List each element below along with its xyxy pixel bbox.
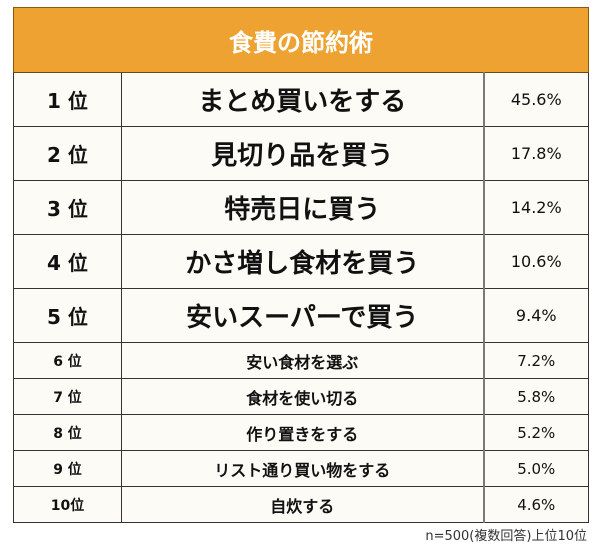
rank-label: 7 位 [13, 378, 122, 415]
item-label: 自炊する [121, 486, 484, 523]
rank-label: 5 位 [13, 288, 122, 343]
rank-label: 8 位 [13, 414, 122, 451]
rank-label: 1 位 [13, 72, 122, 127]
table-header-row: 食費の節約術 [12, 7, 590, 73]
rank-label: 6 位 [13, 342, 122, 379]
percent-value: 5.8% [482, 378, 590, 415]
item-label: 特売日に買う [121, 180, 484, 235]
ranking-table-container: 食費の節約術 1 位 まとめ買いをする 45.6% 2 位 見切り品を買う 17… [12, 7, 590, 523]
table-row: 10位 自炊する 4.6% [13, 486, 590, 523]
percent-value: 45.6% [482, 72, 590, 127]
rank-label: 10位 [13, 486, 122, 523]
item-label: まとめ買いをする [121, 72, 484, 127]
table-title: 食費の節約術 [12, 7, 590, 73]
footnote: n=500(複数回答)上位10位 [425, 529, 587, 544]
rank-label: 2 位 [13, 126, 122, 181]
item-label: 食材を使い切る [121, 378, 484, 415]
percent-value: 4.6% [482, 486, 590, 523]
table-row: 3 位 特売日に買う 14.2% [13, 180, 590, 235]
percent-value: 9.4% [482, 288, 590, 343]
table-row: 2 位 見切り品を買う 17.8% [13, 126, 590, 181]
item-label: 安いスーパーで買う [121, 288, 484, 343]
table-row: 6 位 安い食材を選ぶ 7.2% [13, 342, 590, 379]
ranking-table: 食費の節約術 1 位 まとめ買いをする 45.6% 2 位 見切り品を買う 17… [12, 7, 590, 523]
item-label: かさ増し食材を買う [121, 234, 484, 289]
table-row: 4 位 かさ増し食材を買う 10.6% [13, 234, 590, 289]
item-label: 見切り品を買う [121, 126, 484, 181]
table-row: 5 位 安いスーパーで買う 9.4% [13, 288, 590, 343]
table-row: 8 位 作り置きをする 5.2% [13, 414, 590, 451]
percent-value: 10.6% [482, 234, 590, 289]
item-label: リスト通り買い物をする [121, 450, 484, 487]
rank-label: 9 位 [13, 450, 122, 487]
table-row: 9 位 リスト通り買い物をする 5.0% [13, 450, 590, 487]
rank-label: 4 位 [13, 234, 122, 289]
percent-value: 17.8% [482, 126, 590, 181]
item-label: 安い食材を選ぶ [121, 342, 484, 379]
percent-value: 14.2% [482, 180, 590, 235]
table-row: 1 位 まとめ買いをする 45.6% [13, 72, 590, 127]
rank-label: 3 位 [13, 180, 122, 235]
percent-value: 7.2% [482, 342, 590, 379]
table-row: 7 位 食材を使い切る 5.8% [13, 378, 590, 415]
item-label: 作り置きをする [121, 414, 484, 451]
percent-value: 5.2% [482, 414, 590, 451]
percent-value: 5.0% [482, 450, 590, 487]
